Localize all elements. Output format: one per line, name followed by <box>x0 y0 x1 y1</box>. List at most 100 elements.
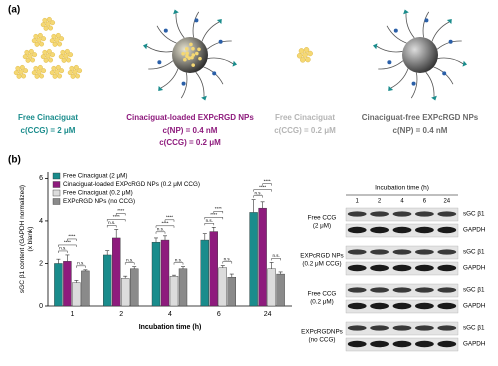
significance-label: n.s. <box>157 226 164 231</box>
drug-dot <box>16 73 22 79</box>
drug-dot <box>72 69 78 75</box>
drug-dot <box>67 70 73 76</box>
polymer-branch <box>390 68 409 89</box>
bar <box>63 261 72 307</box>
bar <box>81 270 90 307</box>
bar <box>120 278 130 307</box>
ligand <box>157 60 162 65</box>
drug-dot <box>41 68 47 74</box>
ligand <box>163 28 168 33</box>
drug-dot <box>63 53 69 59</box>
polymer-branch <box>376 45 403 53</box>
error-bar <box>181 266 185 269</box>
blot-band <box>392 325 412 331</box>
blot-band <box>437 226 457 234</box>
arrow-head <box>446 19 452 25</box>
y-tick-label: 2 <box>39 260 43 267</box>
drug-dot <box>42 17 48 23</box>
significance-bracket <box>262 183 272 186</box>
drug-dot <box>68 52 74 58</box>
drug-dot <box>34 73 40 79</box>
drug-dot <box>25 57 31 63</box>
blot-band <box>414 287 434 293</box>
polymer-branch <box>156 25 177 44</box>
blot-row-label: Free CCG <box>308 291 337 298</box>
drug-dot <box>61 57 67 63</box>
drug-dot <box>66 57 72 63</box>
drug-dot <box>33 65 39 71</box>
bar <box>178 268 188 307</box>
arrow-head <box>201 95 207 101</box>
drug-dot <box>40 54 46 60</box>
blot-band <box>392 287 412 293</box>
significance-label: n.s. <box>206 218 213 223</box>
blot-band <box>414 226 434 234</box>
y-tick-label: 4 <box>39 218 43 225</box>
drug-dot <box>19 64 25 70</box>
error-bar <box>202 233 207 241</box>
blot-band <box>370 340 390 348</box>
drug-dot <box>69 65 75 71</box>
ligand <box>393 28 398 33</box>
significance-bracket <box>271 258 281 261</box>
blot-row-label: (2 μM) <box>313 223 331 230</box>
drug-dot <box>55 32 61 38</box>
bar <box>227 277 237 307</box>
bar <box>151 241 161 307</box>
bar <box>209 231 219 307</box>
error-bar <box>172 274 176 277</box>
drug-dot <box>70 73 76 79</box>
significance-bracket <box>106 219 126 222</box>
blot-band-label: GAPDH <box>463 265 486 272</box>
item-name: Cinaciguat-loaded EXPcRGD NPs <box>126 113 254 122</box>
drug-dot <box>46 48 52 54</box>
drug-dot <box>49 38 55 44</box>
drug-dot <box>39 73 45 79</box>
drug-dot <box>36 37 42 43</box>
significance-label: n.s. <box>108 220 115 225</box>
drug-dot <box>307 50 313 57</box>
significance-bracket <box>253 195 263 198</box>
drug-dot <box>21 73 27 79</box>
blot-band <box>392 249 412 255</box>
significance-label: **** <box>210 212 217 217</box>
significance-label: **** <box>113 214 120 219</box>
drug-dot <box>50 52 56 58</box>
error-bar <box>105 250 110 255</box>
polymer-branch <box>160 68 179 89</box>
significance-label: **** <box>259 184 266 189</box>
drug-dot <box>185 51 189 56</box>
blot-time: 1 <box>356 199 360 205</box>
blot-title: Incubation time (h) <box>375 185 429 192</box>
drug-dot <box>15 65 21 71</box>
drug-dot <box>28 48 34 54</box>
blot-row-label: (no CCG) <box>309 337 336 344</box>
drug-dot <box>13 70 19 76</box>
blot-time: 24 <box>443 199 450 205</box>
ligand <box>218 39 223 44</box>
error-bar <box>74 280 79 283</box>
blot-row-label: EXPcRGD NPs <box>300 253 343 260</box>
blot-time: 6 <box>423 199 427 205</box>
y-tick-label: 6 <box>39 175 43 182</box>
bar <box>160 239 170 307</box>
drug-dot <box>298 48 305 54</box>
significance-label: n.s. <box>254 190 261 195</box>
error-bar <box>154 237 158 243</box>
significance-label: n.s. <box>175 257 182 262</box>
drug-dot <box>24 49 30 55</box>
drug-dot <box>31 38 37 44</box>
y-axis-label: sGC β1 content (GAPDH normalized)(x blan… <box>19 185 34 293</box>
significance-bracket <box>115 213 126 216</box>
bar <box>129 268 139 307</box>
item-concentration: c(CCG) = 0.2 μM <box>159 138 221 147</box>
ligand <box>411 81 416 86</box>
drug-dot <box>34 41 40 47</box>
blot-band <box>414 302 434 310</box>
blot-band <box>414 249 434 255</box>
x-axis-label: Incubation time (h) <box>139 324 202 331</box>
drug-dot <box>302 52 308 58</box>
item-concentration: c(NP) = 0.4 nM <box>393 126 448 135</box>
significance-label: **** <box>264 178 271 183</box>
error-bar <box>56 258 61 264</box>
